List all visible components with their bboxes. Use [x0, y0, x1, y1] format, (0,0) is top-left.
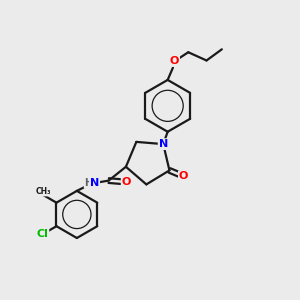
Text: N: N — [90, 178, 99, 188]
Text: O: O — [170, 56, 179, 66]
Text: O: O — [179, 171, 188, 181]
Text: CH₃: CH₃ — [35, 187, 51, 196]
Text: Cl: Cl — [37, 229, 48, 239]
Text: N: N — [159, 139, 168, 149]
Text: H: H — [85, 178, 93, 188]
Text: O: O — [122, 177, 131, 187]
